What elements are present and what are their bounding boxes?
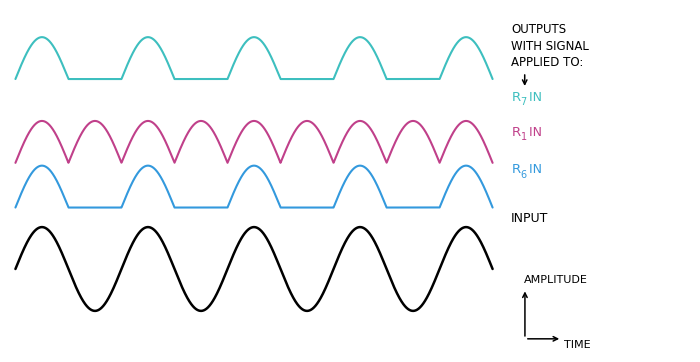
Text: TIME: TIME — [564, 340, 590, 350]
Text: AMPLITUDE: AMPLITUDE — [524, 275, 588, 285]
Text: IN: IN — [525, 91, 542, 104]
Text: INPUT: INPUT — [511, 212, 549, 225]
Text: OUTPUTS
WITH SIGNAL
APPLIED TO:: OUTPUTS WITH SIGNAL APPLIED TO: — [511, 23, 589, 69]
Text: $\mathregular{R}$: $\mathregular{R}$ — [511, 126, 522, 139]
Text: $\mathregular{R}$: $\mathregular{R}$ — [511, 163, 522, 176]
Text: $\mathregular{7}$: $\mathregular{7}$ — [520, 96, 527, 108]
Text: IN: IN — [525, 163, 542, 176]
Text: $\mathregular{R}$: $\mathregular{R}$ — [511, 91, 522, 104]
Text: $\mathregular{6}$: $\mathregular{6}$ — [520, 168, 528, 180]
Text: IN: IN — [525, 126, 542, 139]
Text: $\mathregular{1}$: $\mathregular{1}$ — [520, 130, 527, 142]
